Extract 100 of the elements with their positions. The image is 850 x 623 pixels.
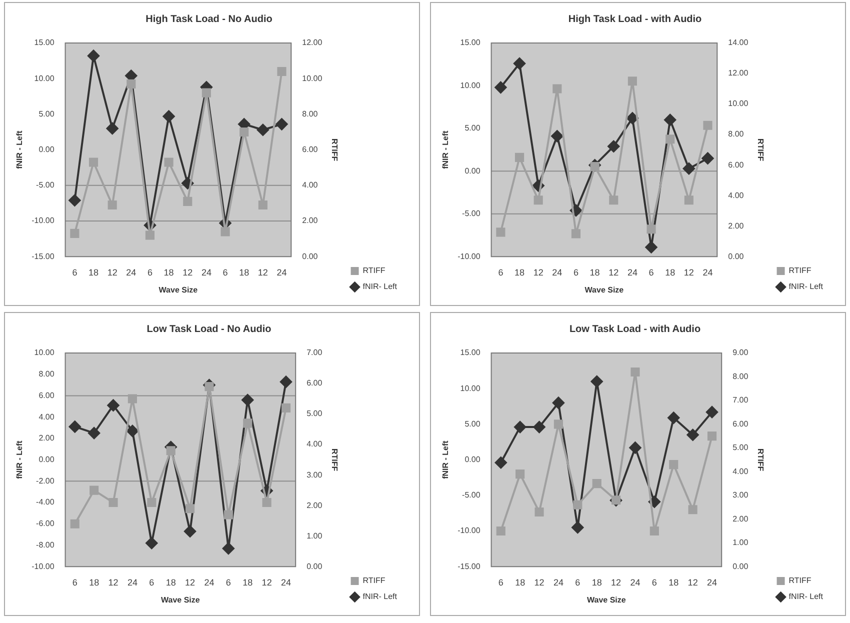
x-tick-label: 24 bbox=[127, 577, 138, 588]
x-tick-label: 24 bbox=[280, 577, 292, 588]
x-tick-label: 6 bbox=[72, 577, 78, 588]
y2-tick-label: 0.00 bbox=[302, 252, 318, 261]
y-tick-label: 5.00 bbox=[464, 124, 481, 133]
legend-label: fNIR- Left bbox=[362, 592, 398, 602]
y2-tick-label: 4.00 bbox=[732, 466, 749, 476]
y2-tick-label: 3.00 bbox=[306, 470, 323, 480]
y-tick-label: 5.00 bbox=[464, 419, 481, 428]
y-tick-label: -4.00 bbox=[36, 498, 55, 507]
y2-tick-label: 9.00 bbox=[732, 348, 749, 358]
x-tick-label: 12 bbox=[534, 577, 544, 588]
x-tick-label: 12 bbox=[107, 267, 118, 278]
y2-axis-title: RTIFF bbox=[756, 138, 765, 162]
y-tick-label: -5.00 bbox=[462, 490, 481, 500]
x-tick-label: 18 bbox=[592, 577, 602, 588]
x-tick-label: 18 bbox=[665, 267, 676, 278]
legend-label: fNIR- Left bbox=[788, 282, 824, 292]
x-tick-label: 18 bbox=[242, 577, 253, 588]
y-tick-label: -6.00 bbox=[36, 519, 55, 528]
x-tick-label: 24 bbox=[706, 577, 718, 588]
y2-tick-label: 0.00 bbox=[306, 562, 323, 571]
x-tick-label: 18 bbox=[590, 267, 600, 278]
legend-label: RTIFF bbox=[362, 266, 386, 276]
y2-tick-label: 1.00 bbox=[732, 538, 749, 548]
y2-tick-label: 12.00 bbox=[302, 38, 323, 48]
x-tick-label: 6 bbox=[72, 267, 78, 278]
x-tick-label: 18 bbox=[515, 577, 526, 588]
y2-tick-label: 8.00 bbox=[302, 109, 318, 118]
x-tick-label: 24 bbox=[630, 577, 640, 588]
y-axis-title: fNIR - Left bbox=[441, 440, 450, 479]
y2-tick-label: 7.00 bbox=[732, 396, 749, 405]
y-tick-label: 0.00 bbox=[464, 166, 481, 176]
y2-tick-label: 2.00 bbox=[302, 216, 318, 226]
y-tick-label: 6.00 bbox=[38, 390, 55, 400]
chart-title: Low Task Load - No Audio bbox=[146, 324, 272, 335]
y2-tick-label: 7.00 bbox=[306, 348, 323, 358]
legend-label: RTIFF bbox=[362, 576, 386, 586]
x-tick-label: 24 bbox=[201, 267, 212, 278]
y-tick-label: -15.00 bbox=[32, 252, 55, 261]
x-tick-label: 18 bbox=[668, 577, 679, 588]
y-tick-label: 10.00 bbox=[34, 74, 55, 83]
x-tick-label: 6 bbox=[575, 577, 580, 588]
y2-tick-label: 4.00 bbox=[728, 190, 744, 200]
x-axis-title: Wave Size bbox=[158, 285, 198, 294]
x-tick-label: 12 bbox=[108, 577, 118, 588]
y2-tick-label: 14.00 bbox=[728, 38, 749, 48]
x-axis-title: Wave Size bbox=[161, 595, 200, 604]
y2-tick-label: 4.00 bbox=[302, 180, 318, 190]
x-tick-label: 12 bbox=[185, 577, 196, 588]
y2-tick-label: 1.00 bbox=[306, 531, 323, 540]
x-tick-label: 12 bbox=[533, 267, 544, 278]
x-tick-label: 24 bbox=[276, 267, 287, 278]
y2-tick-label: 8.00 bbox=[732, 372, 749, 381]
y-tick-label: 4.00 bbox=[38, 412, 55, 422]
y2-tick-label: 2.00 bbox=[732, 514, 749, 524]
y2-tick-label: 0.00 bbox=[728, 252, 744, 261]
x-tick-label: 6 bbox=[648, 267, 654, 278]
y-tick-label: 15.00 bbox=[460, 38, 481, 48]
y-tick-label: -10.00 bbox=[458, 526, 481, 536]
x-tick-label: 12 bbox=[182, 267, 193, 278]
y-tick-label: 8.00 bbox=[38, 370, 55, 379]
y2-tick-label: 10.00 bbox=[302, 74, 323, 83]
x-tick-label: 12 bbox=[262, 577, 272, 588]
y-axis-title: fNIR - Left bbox=[15, 130, 24, 169]
chart-title: Low Task Load - with Audio bbox=[569, 324, 701, 335]
y2-tick-label: 5.00 bbox=[306, 409, 323, 418]
y2-axis-title: RTIFF bbox=[330, 138, 339, 162]
y-tick-label: 10.00 bbox=[460, 80, 481, 90]
x-tick-label: 12 bbox=[688, 577, 698, 588]
y2-tick-label: 6.00 bbox=[728, 160, 744, 170]
x-axis-title: Wave Size bbox=[587, 595, 626, 604]
y2-tick-label: 6.00 bbox=[732, 419, 749, 428]
x-tick-label: 24 bbox=[702, 267, 713, 278]
y2-tick-label: 0.00 bbox=[732, 562, 749, 571]
legend-label: fNIR- Left bbox=[362, 282, 398, 292]
x-tick-label: 18 bbox=[166, 577, 176, 588]
legend-label: RTIFF bbox=[788, 576, 812, 586]
x-tick-label: 12 bbox=[608, 267, 619, 278]
x-tick-label: 6 bbox=[222, 267, 228, 278]
y-tick-label: 0.00 bbox=[38, 145, 55, 154]
x-tick-label: 24 bbox=[204, 577, 214, 588]
y-tick-label: 15.00 bbox=[34, 38, 55, 48]
y-tick-label: 5.00 bbox=[38, 109, 55, 118]
x-tick-label: 6 bbox=[149, 577, 154, 588]
y-axis-title: fNIR - Left bbox=[441, 130, 450, 169]
y2-tick-label: 6.00 bbox=[302, 145, 318, 154]
y-tick-label: -15.00 bbox=[458, 562, 481, 571]
y2-tick-label: 4.00 bbox=[306, 440, 323, 449]
y-tick-label: -2.00 bbox=[36, 476, 55, 486]
y2-tick-label: 3.00 bbox=[732, 490, 749, 500]
y2-tick-label: 12.00 bbox=[728, 68, 749, 78]
x-tick-label: 12 bbox=[258, 267, 268, 278]
x-tick-label: 24 bbox=[553, 577, 564, 588]
legend-label: RTIFF bbox=[788, 266, 812, 276]
y-tick-label: -5.00 bbox=[462, 209, 481, 218]
y2-tick-label: 10.00 bbox=[728, 99, 749, 108]
x-tick-label: 18 bbox=[89, 577, 100, 588]
y-axis-title: fNIR - Left bbox=[15, 440, 24, 479]
x-tick-label: 12 bbox=[684, 267, 694, 278]
